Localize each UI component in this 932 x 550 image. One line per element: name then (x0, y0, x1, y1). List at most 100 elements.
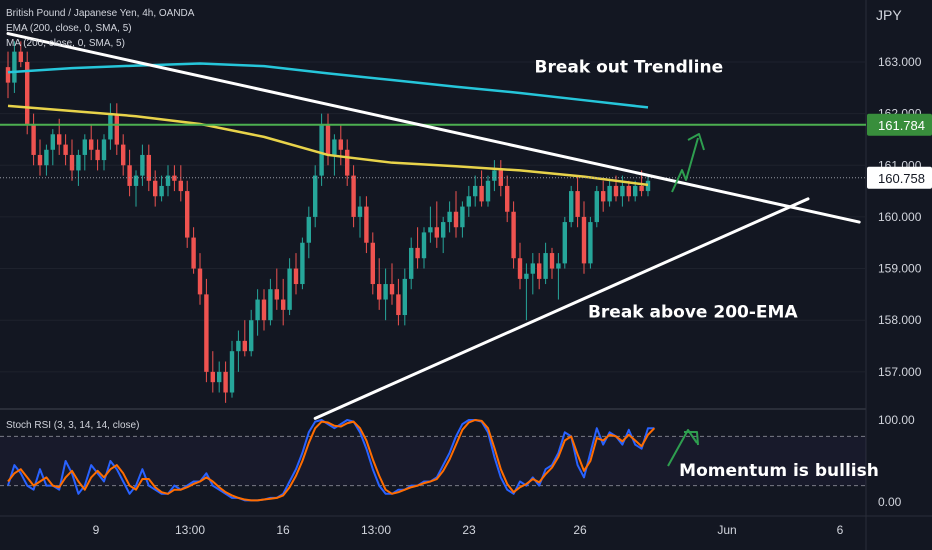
candle-body (453, 211, 459, 228)
candle-body (402, 278, 407, 316)
candle-body (524, 273, 529, 279)
candle-body (133, 175, 139, 186)
stoch-line (7, 419, 656, 502)
price-label-text: 161.784 (878, 118, 925, 133)
candle-body (217, 371, 222, 383)
candle-body (69, 154, 75, 171)
candle-body (594, 191, 599, 223)
breakout-arrow (671, 137, 699, 193)
ma-legend: MA (200, close, 0, SMA, 5) (6, 38, 125, 49)
chart-annotation: Break out Trendline (535, 57, 724, 77)
candle-body (549, 253, 555, 269)
candle-body (25, 61, 30, 124)
chart-annotation: Break above 200-EMA (588, 303, 798, 323)
time-tick-label: Jun (717, 523, 736, 537)
ema-legend: EMA (200, close, 0, SMA, 5) (6, 23, 132, 34)
candle-body (357, 206, 363, 217)
candle-body (153, 180, 158, 197)
candle-body (626, 185, 631, 197)
candle-body (434, 227, 439, 238)
symbol-title: British Pound / Japanese Yen, 4h, OANDA (6, 8, 195, 19)
candle-body (268, 289, 273, 321)
candle-body (537, 263, 542, 279)
candle-body (389, 284, 395, 295)
candle-body (255, 299, 260, 321)
candle-body (345, 149, 350, 176)
candle-body (428, 227, 433, 233)
candle-body (530, 263, 535, 274)
candle-body (492, 170, 497, 181)
candle-body (63, 144, 68, 155)
candle-body (517, 258, 523, 279)
stoch-rsi-title: Stoch RSI (3, 3, 14, 14, close) (6, 420, 139, 431)
candle-body (223, 371, 228, 393)
candle-body (44, 149, 49, 166)
candle-body (383, 284, 388, 300)
candle-body (89, 139, 94, 150)
candle-body (140, 154, 145, 176)
candle-body (76, 154, 81, 171)
candle-body (569, 191, 574, 223)
candle-body (197, 268, 203, 295)
candle-body (261, 299, 267, 321)
candle-body (281, 299, 286, 310)
candle-body (229, 351, 235, 393)
momentum-arrow-head (684, 431, 699, 446)
candle-body (82, 139, 87, 155)
candle-body (191, 237, 196, 269)
candle-body (57, 134, 62, 145)
candle-body (300, 242, 305, 285)
candle-body (645, 180, 651, 192)
currency-label: JPY (876, 7, 902, 23)
candle-body (114, 113, 119, 145)
candle-body (613, 185, 619, 197)
price-axis[interactable]: 163.000162.000161.000160.000159.000158.0… (867, 55, 932, 509)
stoch-band-fill (0, 436, 866, 486)
time-axis[interactable]: 9 13:00 16 13:00 23 26 Jun 6 (93, 523, 844, 537)
candle-body (633, 185, 638, 197)
candle-body (409, 247, 414, 279)
candle-body (236, 340, 241, 352)
price-label-text: 160.758 (878, 171, 925, 186)
price-label-box (867, 113, 932, 136)
price-tick-label: 163.000 (878, 55, 922, 69)
momentum-arrow (667, 429, 698, 467)
candle-body (332, 139, 337, 155)
time-tick-label: 16 (276, 523, 290, 537)
candle-body (5, 67, 11, 83)
candle-body (293, 268, 299, 285)
time-tick-label: 26 (573, 523, 587, 537)
candle-body (607, 185, 612, 202)
price-tick-label: 158.000 (878, 313, 922, 327)
candle-body (165, 175, 171, 186)
candle-body (12, 51, 17, 83)
candle-body (351, 175, 356, 217)
candle-body (581, 216, 587, 264)
candle-body (95, 149, 100, 161)
candle-body (473, 185, 478, 197)
candle-body (421, 232, 427, 259)
trendline (313, 197, 810, 420)
candle-body (466, 196, 471, 207)
candle-body (108, 113, 113, 140)
time-tick-label: 9 (93, 523, 100, 537)
candle-body (556, 263, 561, 269)
candle-body (639, 185, 644, 192)
indicator-line (7, 104, 649, 187)
candle-body (485, 180, 491, 202)
candle-body (37, 154, 43, 166)
candle-body (31, 123, 36, 155)
candle-body (204, 294, 209, 372)
candle-body (441, 222, 446, 238)
time-tick-label: 13:00 (175, 523, 205, 537)
candle-body (306, 216, 311, 243)
stoch-rsi-panel[interactable]: Momentum is bullish (0, 419, 879, 502)
candle-body (562, 222, 567, 264)
candle-body (242, 340, 247, 352)
candle-body (50, 134, 55, 150)
price-label-box (867, 166, 932, 189)
main-price-panel[interactable] (0, 32, 866, 420)
indicator-line (7, 62, 649, 109)
candle-body (364, 206, 369, 243)
